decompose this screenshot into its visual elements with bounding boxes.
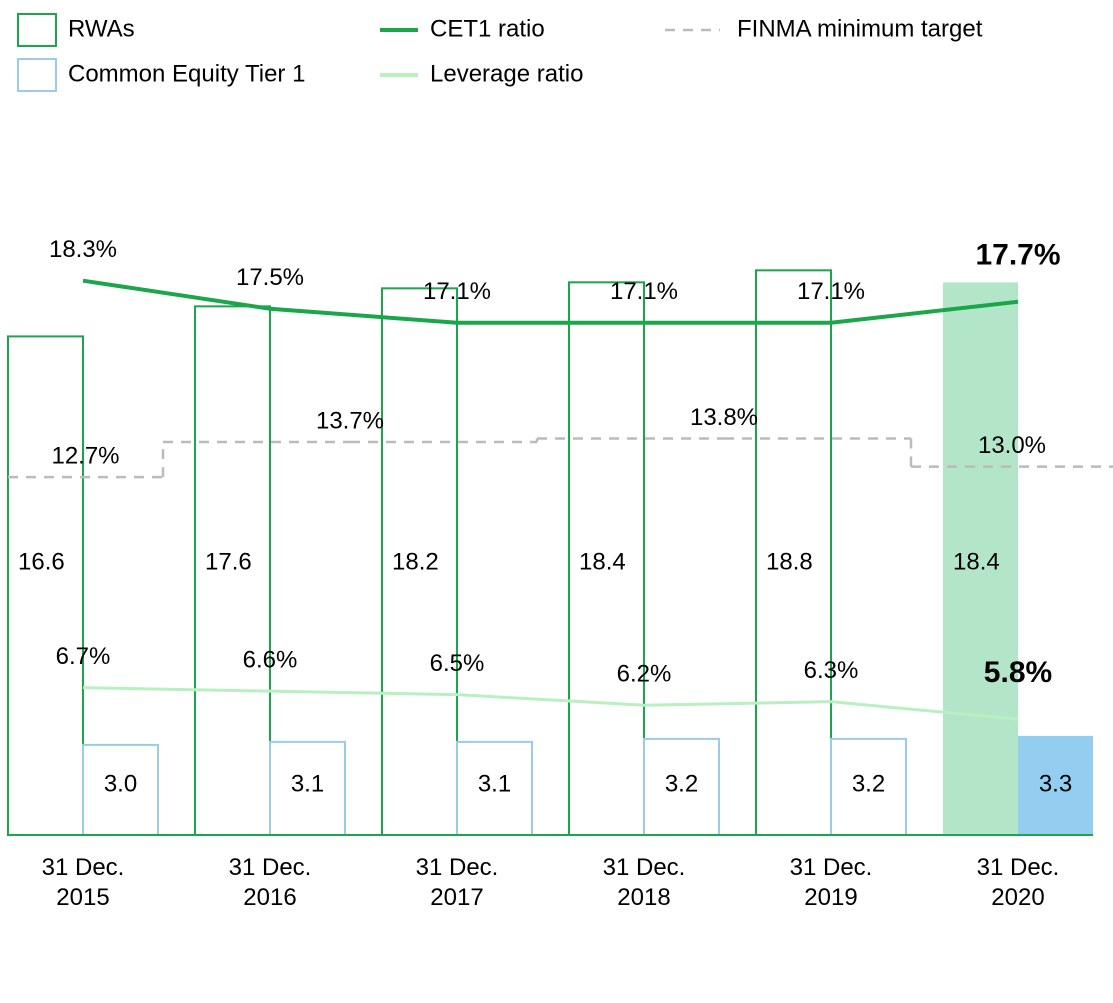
line-label: 5.8%	[984, 656, 1052, 689]
step-label: 12.7%	[51, 442, 119, 469]
line-label: 17.7%	[975, 239, 1060, 272]
bar-label: 18.2	[392, 548, 439, 575]
step-label: 13.0%	[978, 432, 1046, 459]
bar-label: 3.1	[478, 770, 511, 797]
step-label: 13.8%	[690, 404, 758, 431]
line	[82, 278, 1019, 325]
line-label: 6.5%	[430, 650, 485, 677]
legend-label: FINMA minimum target	[737, 15, 983, 42]
bar	[1018, 735, 1093, 835]
x-tick-label: 31 Dec. 2019	[789, 854, 873, 911]
line-label: 17.5%	[236, 264, 304, 291]
bar-label: 3.1	[291, 770, 324, 797]
legend-swatch	[17, 58, 57, 92]
bar-label: 17.6	[205, 548, 252, 575]
line-label: 6.2%	[617, 661, 672, 688]
bar-label: 18.8	[766, 548, 813, 575]
x-tick-label: 31 Dec. 2015	[41, 854, 125, 911]
legend-label: Leverage ratio	[430, 60, 583, 87]
legend-label: Common Equity Tier 1	[68, 60, 305, 87]
x-tick-label: 31 Dec. 2020	[976, 854, 1060, 911]
line-label: 6.6%	[243, 646, 298, 673]
step-label: 13.7%	[316, 407, 384, 434]
bar-label: 18.4	[579, 548, 626, 575]
bar-label: 3.2	[852, 770, 885, 797]
legend-swatch	[17, 13, 57, 47]
bar	[7, 335, 84, 836]
line-label: 18.3%	[49, 236, 117, 263]
line	[82, 686, 1019, 721]
bar-label: 3.0	[104, 770, 137, 797]
bar-label: 16.6	[18, 548, 65, 575]
x-tick-label: 31 Dec. 2017	[415, 854, 499, 911]
line-label: 17.1%	[610, 278, 678, 305]
line-label: 6.7%	[56, 643, 111, 670]
x-tick-label: 31 Dec. 2016	[228, 854, 312, 911]
legend-label: RWAs	[68, 15, 135, 42]
line-label: 6.3%	[804, 657, 859, 684]
x-tick-label: 31 Dec. 2018	[602, 854, 686, 911]
line-label: 17.1%	[797, 278, 865, 305]
bar-label: 3.3	[1039, 770, 1072, 797]
bar	[943, 282, 1018, 835]
bar-label: 3.2	[665, 770, 698, 797]
bar-label: 18.4	[953, 548, 1000, 575]
line-label: 17.1%	[423, 278, 491, 305]
legend-label: CET1 ratio	[430, 15, 545, 42]
